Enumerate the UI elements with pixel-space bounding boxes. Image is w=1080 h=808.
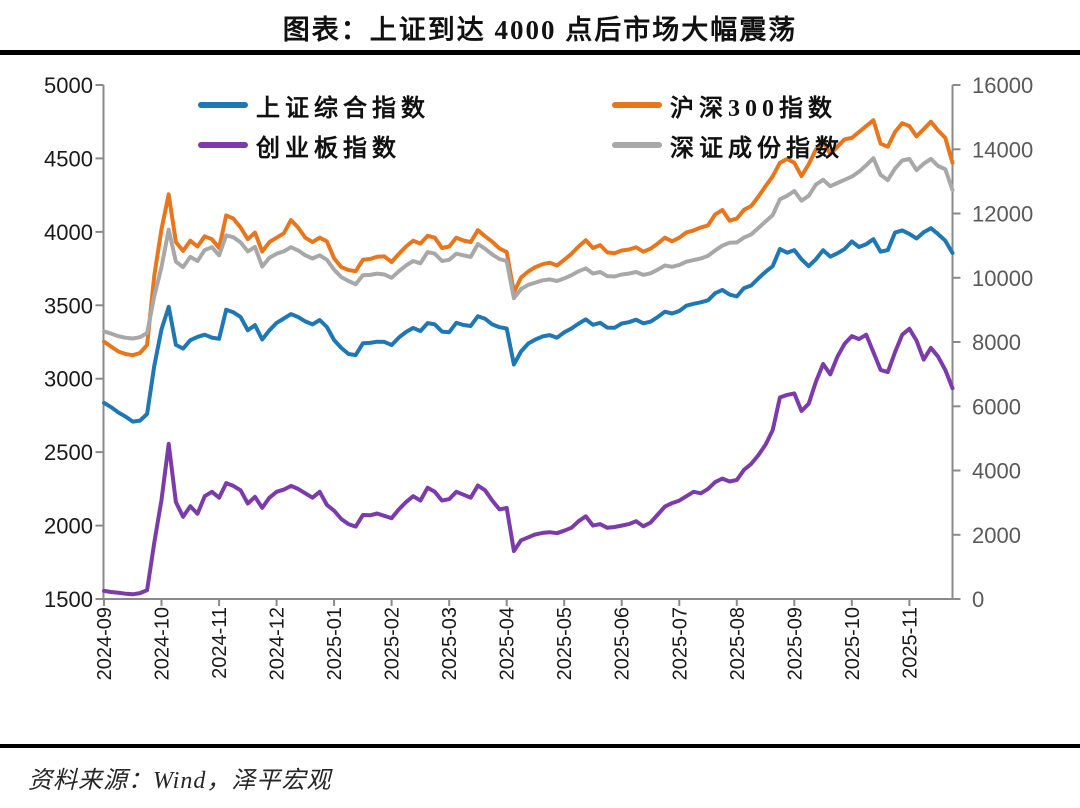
legend-label: 沪深300指数	[670, 95, 837, 122]
legend-label: 深证成份指数	[670, 135, 844, 162]
x-axis-tick-label: 2025-04	[497, 607, 519, 680]
legend-item-深证成份指数: 深证成份指数	[612, 126, 844, 164]
x-axis-tick-label: 2025-11	[899, 607, 921, 679]
x-axis-tick-label: 2024-09	[94, 607, 116, 680]
left-axis-tick-label: 1500	[44, 587, 93, 612]
legend-swatch-icon	[612, 142, 662, 148]
right-axis-tick-label: 8000	[972, 330, 1021, 355]
x-axis-tick-label: 2025-05	[554, 607, 576, 680]
x-axis-tick-label: 2025-07	[669, 607, 691, 680]
x-axis-tick-label: 2025-01	[324, 607, 346, 680]
left-axis-tick-label: 2000	[44, 514, 93, 539]
series-line-沪深300指数	[102, 118, 955, 358]
x-axis-tick-label: 2024-11	[209, 607, 231, 679]
x-axis-tick-label: 2025-06	[612, 607, 634, 680]
series-line-创业板指数	[102, 326, 955, 597]
legend-item-创业板指数: 创业板指数	[198, 126, 612, 164]
left-axis-tick-label: 5000	[44, 73, 93, 98]
x-axis-tick-label: 2025-09	[784, 607, 806, 680]
source-note: 资料来源：Wind，泽平宏观	[28, 768, 332, 794]
x-axis-tick-label: 2024-12	[267, 607, 289, 680]
footer-divider-rule	[0, 744, 1080, 748]
series-line-上证综合指数	[102, 226, 955, 424]
x-axis-tick-label: 2025-02	[382, 607, 404, 680]
chart-legend: 上证综合指数 沪深300指数创业板指数 深证成份指数	[198, 86, 844, 164]
x-axis-tick-label: 2025-08	[727, 607, 749, 680]
right-axis-tick-label: 12000	[972, 202, 1033, 227]
right-axis-tick-label: 16000	[972, 73, 1033, 98]
chart-title: 图表：上证到达 4000 点后市场大幅震荡	[282, 15, 798, 45]
right-axis-tick-label: 6000	[972, 394, 1021, 419]
left-axis-tick-label: 2500	[44, 440, 93, 465]
x-axis-tick-label: 2025-03	[439, 607, 461, 680]
series-line-深证成份指数	[102, 156, 955, 341]
left-axis-tick-label: 4500	[44, 146, 93, 171]
x-axis-tick-label: 2024-10	[152, 607, 174, 680]
legend-swatch-icon	[198, 102, 248, 108]
legend-item-上证综合指数: 上证综合指数	[198, 86, 612, 124]
x-axis-tick-label: 2025-10	[842, 607, 864, 680]
left-axis-tick-label: 3000	[44, 367, 93, 392]
legend-label: 创业板指数	[256, 135, 401, 162]
legend-label: 上证综合指数	[256, 95, 430, 122]
legend-swatch-icon	[198, 142, 248, 148]
chart-canvas: 5000 4500 4000 3500 3000 2500 2000 1500 16000 140…	[44, 73, 1033, 680]
right-axis-tick-label: 10000	[972, 266, 1033, 291]
right-axis-tick-label: 14000	[972, 137, 1033, 162]
legend-item-沪深300指数: 沪深300指数	[612, 86, 844, 124]
right-axis-tick-label: 0	[972, 587, 984, 612]
title-divider-rule	[0, 50, 1080, 55]
left-axis-tick-label: 4000	[44, 220, 93, 245]
legend-swatch-icon	[612, 102, 662, 108]
left-axis-tick-label: 3500	[44, 293, 93, 318]
right-axis-tick-label: 4000	[972, 459, 1021, 484]
right-axis-tick-label: 2000	[972, 523, 1021, 548]
